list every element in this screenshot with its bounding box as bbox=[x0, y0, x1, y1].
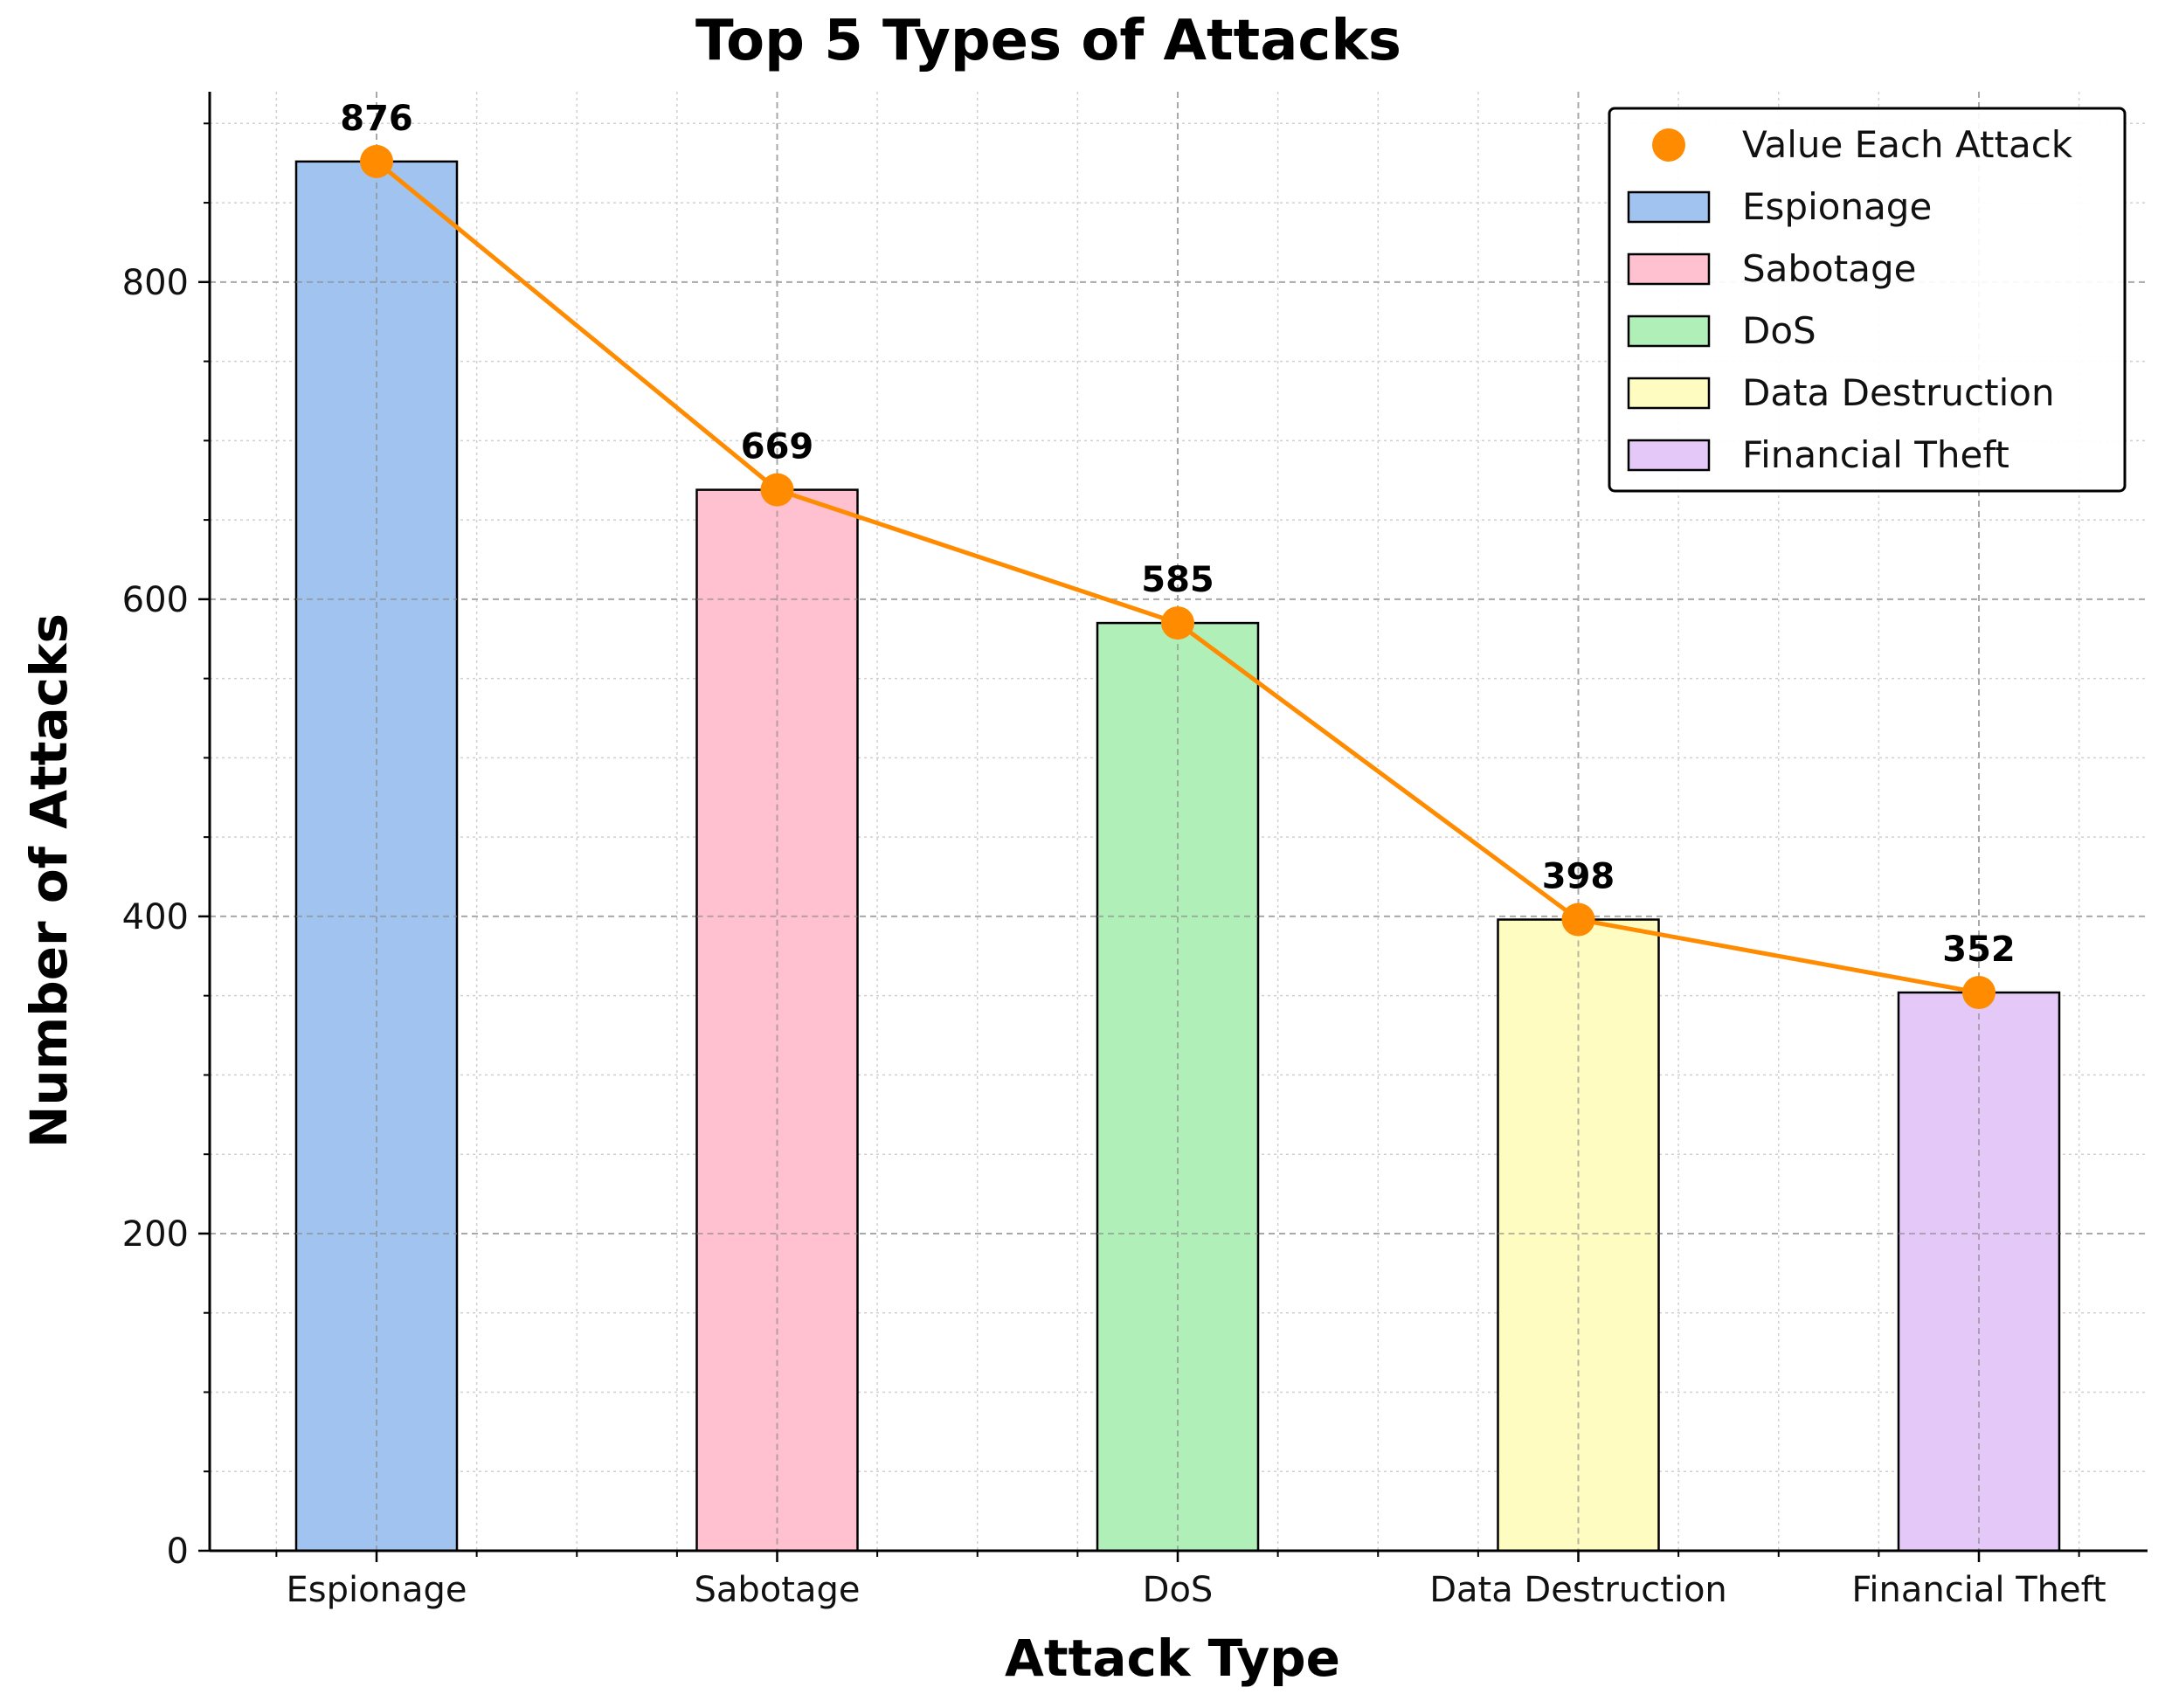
legend-label: Data Destruction bbox=[1742, 371, 2055, 414]
data-label: 398 bbox=[1542, 857, 1615, 897]
axes: 0 200 400 600 800 Espionage Sabotage DoS Data De… bbox=[122, 92, 2148, 1610]
y-tick-label: 200 bbox=[122, 1214, 189, 1255]
y-tick-label: 600 bbox=[122, 580, 189, 620]
legend-swatch-sabotage bbox=[1627, 252, 1711, 286]
legend-label: Sabotage bbox=[1742, 247, 1916, 290]
y-tick-label: 800 bbox=[122, 263, 189, 303]
x-tick-label: Sabotage bbox=[695, 1570, 861, 1610]
legend-label: Value Each Attack bbox=[1742, 123, 2073, 166]
legend: Value Each Attack Espionage Sabotage DoS Dat… bbox=[1608, 107, 2127, 493]
legend-swatch-financial-theft bbox=[1627, 439, 1711, 472]
value-point bbox=[1962, 976, 1996, 1010]
y-tick-label: 0 bbox=[167, 1532, 189, 1572]
chart-title: Top 5 Types of Attacks bbox=[695, 9, 1401, 73]
data-label: 585 bbox=[1141, 560, 1214, 600]
legend-label: DoS bbox=[1742, 309, 1816, 352]
legend-swatch-data-destruction bbox=[1627, 377, 1711, 410]
x-axis-title: Attack Type bbox=[1005, 1628, 1340, 1688]
legend-marker-value-line bbox=[1652, 128, 1685, 162]
data-label: 876 bbox=[340, 99, 413, 139]
x-tick-label: DoS bbox=[1143, 1570, 1214, 1610]
value-point bbox=[760, 473, 794, 507]
data-label: 669 bbox=[741, 427, 814, 467]
legend-box bbox=[1608, 107, 2127, 493]
legend-label: Financial Theft bbox=[1742, 433, 2009, 476]
value-point bbox=[1561, 902, 1595, 937]
legend-swatch-espionage bbox=[1627, 190, 1711, 224]
x-tick-label: Financial Theft bbox=[1851, 1570, 2106, 1610]
y-tick-label: 400 bbox=[122, 897, 189, 937]
bars bbox=[294, 160, 2061, 1552]
data-labels: 876 669 585 398 352 bbox=[340, 99, 2016, 970]
legend-swatch-dos bbox=[1627, 315, 1711, 348]
value-line bbox=[360, 144, 1996, 1010]
value-point bbox=[1161, 606, 1194, 640]
x-tick-label: Espionage bbox=[287, 1570, 467, 1610]
legend-label: Espionage bbox=[1742, 185, 1932, 228]
value-point bbox=[360, 144, 393, 178]
y-axis-title: Number of Attacks bbox=[19, 613, 79, 1148]
x-tick-label: Data Destruction bbox=[1429, 1570, 1727, 1610]
data-label: 352 bbox=[1942, 930, 2016, 970]
